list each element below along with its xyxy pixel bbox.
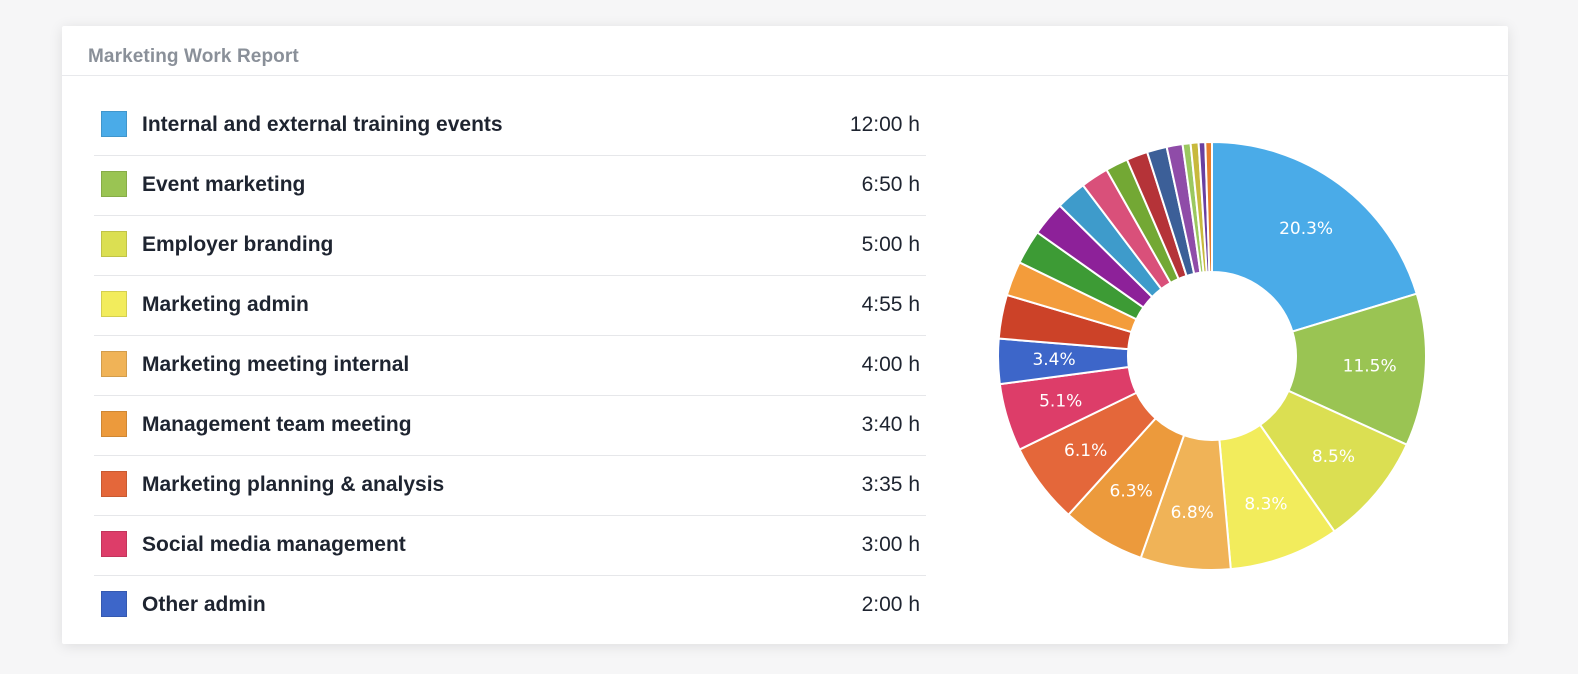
legend-item[interactable]: Internal and external training events 12:… <box>94 96 926 156</box>
legend-label: Internal and external training events <box>142 113 503 136</box>
legend-value: 6:50 h <box>861 173 920 196</box>
legend-swatch <box>101 531 127 557</box>
legend-swatch <box>101 171 127 197</box>
donut-slice[interactable] <box>1287 292 1427 447</box>
legend-value: 4:00 h <box>861 353 920 376</box>
legend-list: Internal and external training events 12:… <box>94 96 926 636</box>
legend-item[interactable]: Event marketing 6:50 h <box>94 156 926 216</box>
slice-label: 8.3% <box>1244 494 1287 514</box>
legend-item[interactable]: Employer branding 5:00 h <box>94 216 926 276</box>
legend-swatch <box>101 231 127 257</box>
legend-label: Marketing meeting internal <box>142 353 410 376</box>
legend-swatch <box>101 111 127 137</box>
slice-label: 8.5% <box>1312 447 1355 467</box>
legend-label: Employer branding <box>142 233 334 256</box>
legend-swatch <box>101 351 127 377</box>
legend-value: 5:00 h <box>861 233 920 256</box>
legend-label: Management team meeting <box>142 413 412 436</box>
slice-label: 20.3% <box>1279 219 1333 239</box>
legend-label: Social media management <box>142 533 406 556</box>
slice-label: 3.4% <box>1032 350 1075 370</box>
legend-value: 12:00 h <box>849 113 920 136</box>
legend-value: 3:35 h <box>861 473 920 496</box>
legend-item[interactable]: Management team meeting 3:40 h <box>94 396 926 456</box>
legend-label: Marketing planning & analysis <box>142 473 445 496</box>
legend-label: Other admin <box>142 593 266 616</box>
legend-label: Event marketing <box>142 173 306 196</box>
legend-item[interactable]: Marketing meeting internal 4:00 h <box>94 336 926 396</box>
legend-value: 2:00 h <box>861 593 920 616</box>
slice-label: 6.3% <box>1110 482 1153 502</box>
legend-item[interactable]: Other admin 2:00 h <box>94 576 926 636</box>
slice-label: 11.5% <box>1343 356 1397 376</box>
card-title: Marketing Work Report <box>88 46 299 67</box>
legend-swatch <box>101 591 127 617</box>
legend-swatch <box>101 411 127 437</box>
legend-value: 4:55 h <box>861 293 920 316</box>
legend-label: Marketing admin <box>142 293 309 316</box>
card-header: Marketing Work Report <box>62 26 1508 76</box>
legend-item[interactable]: Marketing planning & analysis 3:35 h <box>94 456 926 516</box>
report-card: Marketing Work Report Internal and exter… <box>62 26 1508 644</box>
slice-label: 6.1% <box>1064 441 1107 461</box>
slice-label: 6.8% <box>1171 503 1214 523</box>
donut-slice[interactable] <box>1204 140 1213 274</box>
legend-swatch <box>101 291 127 317</box>
legend-item[interactable]: Marketing admin 4:55 h <box>94 276 926 336</box>
donut-chart: 20.3% 11.5% 8.5% 8.3% 6.8% 6.3% 6.1% 5.1% 3.4% <box>997 140 1427 571</box>
legend-value: 3:40 h <box>861 413 920 436</box>
donut-slice[interactable] <box>1211 140 1418 333</box>
legend-value: 3:00 h <box>861 533 920 556</box>
slice-label: 5.1% <box>1039 392 1082 412</box>
legend-swatch <box>101 471 127 497</box>
legend-item[interactable]: Social media management 3:00 h <box>94 516 926 576</box>
